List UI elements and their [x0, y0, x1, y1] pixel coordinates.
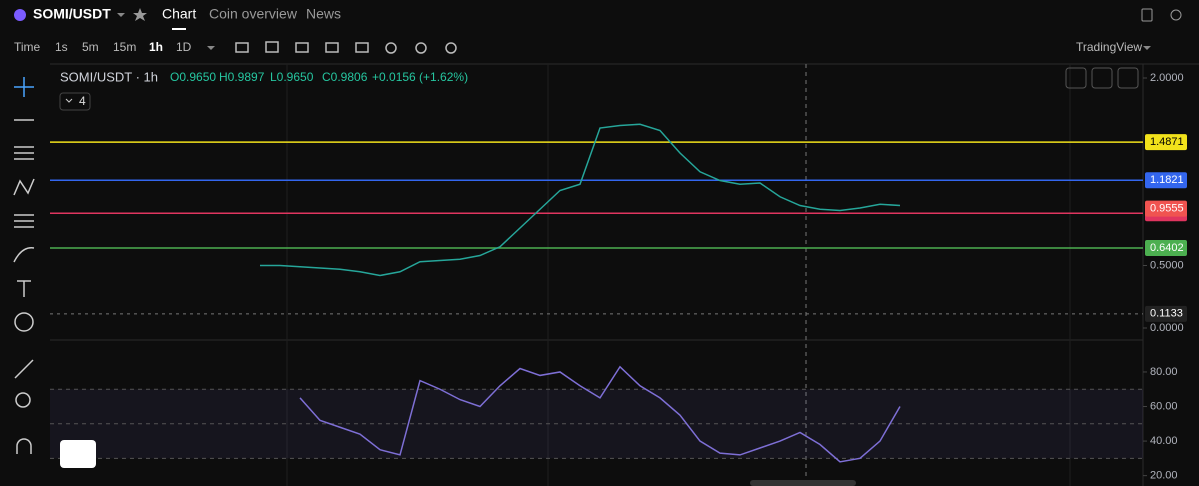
- emoji-tool[interactable]: [14, 312, 34, 332]
- level-tag: [1145, 239, 1187, 256]
- level-tag: [1145, 172, 1187, 189]
- ohlc-value: H0.9897: [219, 70, 265, 84]
- pattern-tool[interactable]: [13, 178, 35, 196]
- tool-icon[interactable]: [235, 42, 249, 53]
- interval[interactable]: 1D: [176, 40, 192, 54]
- magnet-tool[interactable]: [16, 438, 32, 454]
- tv-logo: [60, 440, 96, 468]
- y-tick-label: 80.00: [1150, 366, 1178, 378]
- text-tool[interactable]: [17, 280, 31, 297]
- dropdown[interactable]: [207, 46, 215, 50]
- y-tick-label: 2.0000: [1150, 72, 1184, 84]
- chart-button[interactable]: [1065, 67, 1087, 89]
- interval[interactable]: 15m: [113, 40, 136, 54]
- tool-icon[interactable]: [325, 42, 339, 53]
- chart-button[interactable]: [1091, 67, 1113, 89]
- icon[interactable]: [1170, 9, 1182, 21]
- projection-tool[interactable]: [14, 214, 34, 228]
- series-line: [260, 123, 901, 277]
- level-label: 0.6402: [1150, 242, 1184, 254]
- tab[interactable]: Chart: [162, 6, 196, 22]
- level-tag: [1145, 134, 1187, 151]
- y-tick-label: 60.00: [1150, 400, 1178, 412]
- tool-icon[interactable]: [445, 42, 457, 54]
- dropdown[interactable]: [117, 13, 125, 17]
- chart-button[interactable]: [1117, 67, 1139, 89]
- tab[interactable]: News: [306, 6, 341, 22]
- series-line: [299, 365, 901, 463]
- interval[interactable]: 1s: [55, 40, 68, 54]
- chart-area: [50, 64, 1199, 486]
- price-label: 0.9555: [1150, 202, 1184, 214]
- fib-tool[interactable]: [14, 146, 34, 160]
- interval[interactable]: 5m: [82, 40, 99, 54]
- tab-indicator: [172, 28, 186, 30]
- favorite[interactable]: [133, 8, 147, 21]
- tool-icon[interactable]: [385, 42, 397, 54]
- level-tag: [1145, 305, 1187, 322]
- coin-icon: [14, 9, 26, 21]
- tool-icon[interactable]: [355, 42, 369, 53]
- interval[interactable]: 1h: [149, 40, 163, 54]
- tool-icon[interactable]: [295, 42, 309, 53]
- symbol[interactable]: SOMI/USDT: [33, 6, 111, 22]
- tool-icon[interactable]: [415, 42, 427, 54]
- zoom-tool[interactable]: [15, 392, 31, 408]
- crosshair-tool[interactable]: [14, 77, 34, 97]
- tab[interactable]: Coin overview: [209, 6, 298, 22]
- ohlc-value: L0.9650: [270, 70, 314, 84]
- y-tick-label: 40.00: [1150, 435, 1178, 447]
- ohlc-value: C0.9806: [322, 70, 368, 84]
- brush-tool[interactable]: [13, 247, 35, 263]
- y-tick-label: 0.0000: [1150, 322, 1184, 334]
- y-tick-label: 20.00: [1150, 470, 1178, 482]
- legend-title: SOMI/USDT · 1h: [60, 69, 158, 84]
- brand[interactable]: TradingView: [1076, 40, 1142, 54]
- dropdown[interactable]: [1143, 46, 1151, 50]
- indicators-button[interactable]: [59, 92, 91, 111]
- level-label: 1.1821: [1150, 174, 1184, 186]
- level-label: 0.1133: [1150, 308, 1183, 320]
- tool-icon[interactable]: [265, 41, 279, 53]
- y-tick-label: 0.5000: [1150, 259, 1184, 271]
- scrollbar[interactable]: [750, 480, 856, 486]
- ruler-tool[interactable]: [14, 359, 34, 379]
- change: +0.0156 (+1.62%): [372, 70, 468, 84]
- interval[interactable]: Time: [14, 40, 41, 54]
- ohlc-value: O0.9650: [170, 70, 216, 84]
- chevron: [65, 98, 73, 103]
- price-tag: [1145, 200, 1187, 217]
- indicator-count: 4: [79, 94, 86, 108]
- icon[interactable]: [1141, 8, 1153, 22]
- level-label: 1.4871: [1150, 136, 1184, 148]
